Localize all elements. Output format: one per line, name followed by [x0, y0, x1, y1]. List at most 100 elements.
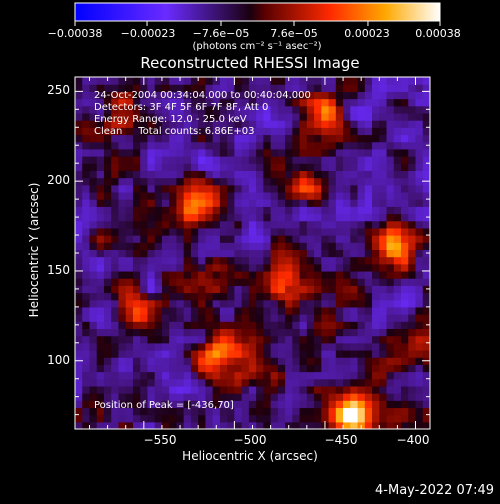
heatmap-cell [306, 105, 315, 114]
heatmap-cell [408, 220, 417, 229]
heatmap-cell [408, 84, 417, 92]
heatmap-cell [132, 299, 141, 308]
heatmap-cell [227, 206, 235, 215]
heatmap-cell [96, 278, 105, 286]
heatmap-cell [343, 393, 351, 401]
heatmap-cell [379, 134, 388, 143]
heatmap-cell [161, 127, 170, 136]
heatmap-cell [227, 199, 235, 207]
heatmap-cell [118, 105, 127, 114]
heatmap-cell [212, 156, 221, 164]
heatmap-cell [176, 220, 185, 229]
heatmap-cell [125, 292, 134, 301]
heatmap-cell [306, 263, 315, 272]
heatmap-cell [350, 321, 359, 330]
heatmap-cell [169, 112, 178, 121]
heatmap-cell [314, 256, 322, 265]
heatmap-cell [241, 120, 250, 128]
heatmap-cell [357, 84, 366, 92]
heatmap-cell [190, 220, 199, 229]
heatmap-cell [147, 242, 156, 250]
heatmap-cell [140, 84, 149, 92]
heatmap-cell [212, 213, 221, 222]
heatmap-cell [263, 314, 272, 322]
heatmap-cell [314, 112, 322, 121]
heatmap-cell [277, 112, 286, 121]
heatmap-cell [350, 270, 359, 279]
heatmap-cell [198, 199, 206, 207]
heatmap-cell [82, 364, 91, 373]
heatmap-cell [393, 328, 402, 337]
heatmap-cell [343, 127, 351, 136]
heatmap-cell [176, 98, 185, 107]
heatmap-cell [343, 299, 351, 308]
heatmap-cell [234, 256, 243, 265]
heatmap-cell [292, 364, 301, 373]
heatmap-cell [299, 156, 308, 164]
heatmap-cell [328, 364, 337, 373]
heatmap-cell [125, 120, 134, 128]
heatmap-cell [75, 227, 83, 236]
heatmap-cell [103, 148, 112, 157]
heatmap-cell [103, 306, 112, 315]
heatmap-cell [176, 112, 185, 121]
heatmap-cell [401, 278, 409, 286]
heatmap-cell [263, 91, 272, 100]
heatmap-cell [82, 270, 91, 279]
heatmap-cell [111, 421, 120, 429]
heatmap-cell [183, 349, 192, 358]
heatmap-cell [190, 235, 199, 243]
heatmap-cell [241, 407, 250, 416]
heatmap-cell [401, 364, 409, 373]
heatmap-cell [161, 163, 170, 171]
heatmap-cell [277, 263, 286, 272]
heatmap-cell [343, 414, 351, 423]
heatmap-cell [401, 235, 409, 243]
heatmap-cell [190, 77, 199, 85]
heatmap-cell [306, 393, 315, 401]
heatmap-cell [219, 342, 228, 351]
heatmap-cell [393, 270, 402, 279]
heatmap-cell [335, 77, 344, 85]
heatmap-cell [161, 98, 170, 107]
heatmap-cell [256, 357, 264, 365]
heatmap-cell [89, 292, 98, 301]
heatmap-cell [256, 206, 264, 215]
heatmap-cell [270, 421, 279, 429]
heatmap-cell [263, 385, 272, 394]
heatmap-cell [205, 206, 214, 215]
heatmap-cell [292, 148, 301, 157]
heatmap-cell [277, 141, 286, 150]
heatmap-cell [306, 328, 315, 337]
heatmap-cell [256, 242, 264, 250]
heatmap-cell [364, 306, 373, 315]
heatmap-cell [190, 184, 199, 193]
heatmap-cell [306, 256, 315, 265]
heatmap-cell [227, 249, 235, 258]
heatmap-cell [161, 263, 170, 272]
heatmap-cell [183, 148, 192, 157]
heatmap-cell [350, 393, 359, 401]
heatmap-cell [190, 364, 199, 373]
heatmap-cell [292, 299, 301, 308]
heatmap-cell [350, 199, 359, 207]
heatmap-cell [379, 299, 388, 308]
heatmap-cell [125, 191, 134, 200]
heatmap-cell [140, 227, 149, 236]
heatmap-cell [205, 328, 214, 337]
heatmap-cell [422, 349, 430, 358]
heatmap-cell [350, 163, 359, 171]
heatmap-cell [372, 306, 380, 315]
heatmap-cell [140, 112, 149, 121]
heatmap-cell [212, 227, 221, 236]
heatmap-cell [198, 127, 206, 136]
heatmap-cell [270, 98, 279, 107]
heatmap-cell [401, 321, 409, 330]
heatmap-cell [386, 98, 395, 107]
heatmap-cell [408, 213, 417, 222]
heatmap-cell [415, 249, 424, 258]
colorbar-tick-label: −7.6e−05 [193, 27, 250, 40]
heatmap-cell [277, 148, 286, 157]
heatmap-cell [299, 141, 308, 150]
heatmap-cell [408, 364, 417, 373]
